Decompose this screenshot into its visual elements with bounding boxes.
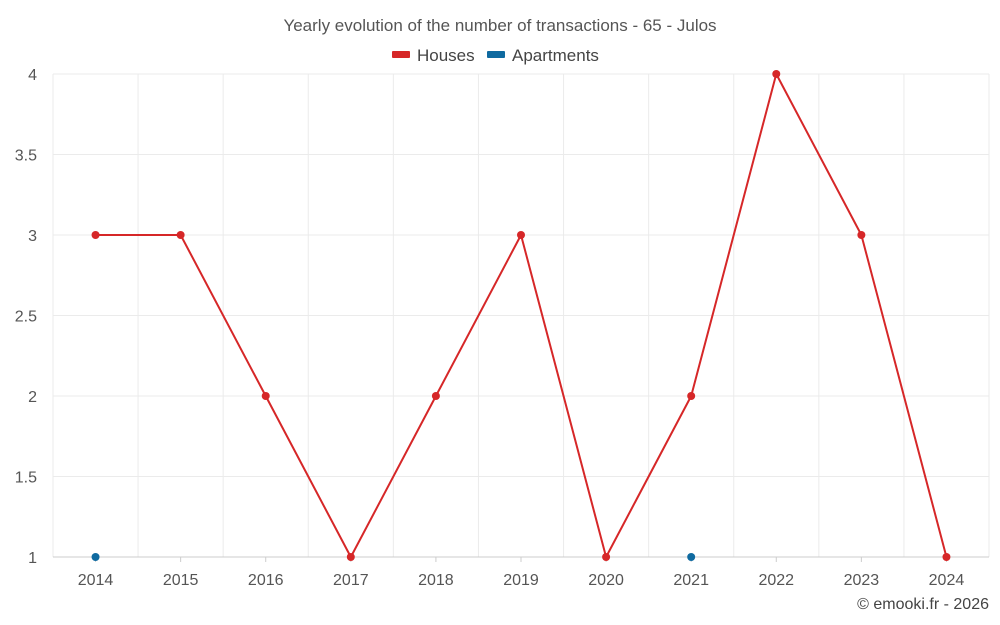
- x-tick-label: 2024: [929, 572, 965, 589]
- legend-swatch-apartments: [487, 51, 505, 58]
- y-tick-label: 1.5: [15, 470, 37, 487]
- x-tick-label: 2017: [333, 572, 369, 589]
- data-point-apartments: [91, 553, 100, 561]
- data-point-houses: [942, 553, 951, 561]
- legend-swatch-houses: [392, 51, 410, 58]
- series-layer: [91, 70, 951, 561]
- data-point-apartments: [687, 553, 696, 561]
- x-tick-label: 2023: [844, 572, 880, 589]
- x-tick-label: 2020: [588, 572, 624, 589]
- y-tick-label: 4: [28, 67, 37, 84]
- x-tick-label: 2014: [78, 572, 114, 589]
- x-tick-label: 2021: [673, 572, 709, 589]
- legend-label-apartments: Apartments: [512, 46, 599, 65]
- data-point-houses: [431, 392, 440, 400]
- data-point-houses: [176, 231, 185, 239]
- credit-text: © emooki.fr - 2026: [857, 596, 989, 613]
- legend-label-houses: Houses: [417, 46, 475, 65]
- x-tick-label: 2015: [163, 572, 199, 589]
- x-tick-label: 2019: [503, 572, 539, 589]
- legend-item-houses[interactable]: Houses: [392, 46, 475, 65]
- legend: Houses Apartments: [392, 46, 599, 65]
- grid: [52, 73, 990, 558]
- data-point-houses: [857, 231, 866, 239]
- data-point-houses: [517, 231, 525, 239]
- x-tick-label: 2018: [418, 572, 454, 589]
- data-point-houses: [602, 553, 611, 561]
- data-point-houses: [91, 231, 100, 239]
- legend-item-apartments[interactable]: Apartments: [487, 46, 599, 65]
- data-point-houses: [261, 392, 270, 400]
- y-tick-label: 2: [28, 389, 37, 406]
- data-point-houses: [346, 553, 355, 561]
- data-point-houses: [772, 70, 781, 78]
- chart-title: Yearly evolution of the number of transa…: [283, 16, 716, 35]
- y-tick-label: 2.5: [15, 309, 37, 326]
- y-tick-label: 3.5: [15, 148, 37, 165]
- y-tick-label: 1: [28, 550, 37, 567]
- x-tick-label: 2022: [758, 572, 794, 589]
- y-tick-label: 3: [28, 228, 37, 245]
- x-tick-label: 2016: [248, 572, 284, 589]
- x-axis: 2014 2015 2016 2017 2018 2019 2020 2021 2022 2023…: [53, 556, 989, 589]
- y-axis: 1 1.5 2 2.5 3 3.5 4: [15, 67, 37, 567]
- data-point-houses: [687, 392, 696, 400]
